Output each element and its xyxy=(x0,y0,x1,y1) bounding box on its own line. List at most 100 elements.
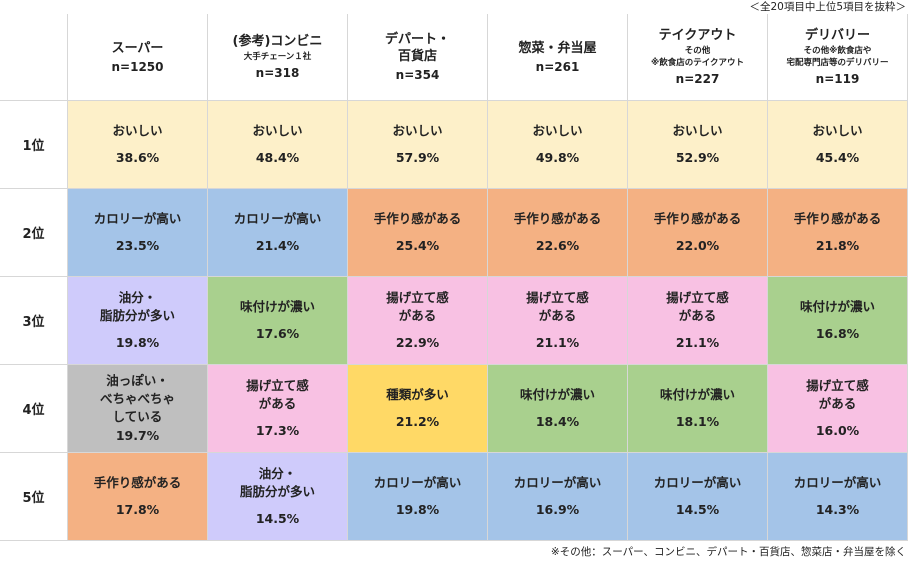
answer-label: カロリーが高い xyxy=(373,475,462,490)
rank-label: 2位 xyxy=(0,189,68,277)
answer-cell: 油っぽい・ べちゃべちゃ している 19.7% xyxy=(68,365,208,453)
answer-percent: 18.1% xyxy=(675,414,720,429)
answer-percent: 19.8% xyxy=(395,502,440,517)
answer-label: おいしい xyxy=(252,123,303,138)
answer-cell: おいしい 52.9% xyxy=(628,101,768,189)
answer-cell: 揚げ立て感 がある 21.1% xyxy=(628,277,768,365)
answer-percent: 21.1% xyxy=(675,335,720,350)
sample-size: n=318 xyxy=(255,66,300,80)
answer-percent: 52.9% xyxy=(675,150,720,165)
answer-percent: 17.8% xyxy=(115,502,160,517)
answer-label: 手作り感がある xyxy=(93,475,182,490)
answer-label: おいしい xyxy=(812,123,863,138)
answer-label: 手作り感がある xyxy=(793,211,882,226)
answer-percent: 14.5% xyxy=(675,502,720,517)
answer-percent: 38.6% xyxy=(115,150,160,165)
answer-percent: 21.1% xyxy=(535,335,580,350)
answer-percent: 21.4% xyxy=(255,238,300,253)
column-note: その他※飲食店や 宅配専門店等のデリバリー xyxy=(786,46,889,68)
rank-label: 5位 xyxy=(0,453,68,541)
answer-cell: 手作り感がある 21.8% xyxy=(768,189,908,277)
sample-size: n=354 xyxy=(395,68,440,82)
answer-percent: 22.9% xyxy=(395,335,440,350)
sample-size: n=261 xyxy=(535,59,580,74)
answer-percent: 22.0% xyxy=(675,238,720,253)
column-header: デパート・ 百貨店 n=354 xyxy=(348,14,488,101)
answer-cell: 油分・ 脂肪分が多い 19.8% xyxy=(68,277,208,365)
sample-size: n=1250 xyxy=(111,59,164,74)
column-name: デパート・ 百貨店 xyxy=(384,32,450,64)
sample-size: n=227 xyxy=(675,72,720,86)
answer-label: 揚げ立て感 がある xyxy=(386,290,449,323)
answer-cell: おいしい 45.4% xyxy=(768,101,908,189)
column-note: 大手チェーン１社 xyxy=(243,52,312,62)
answer-label: 油っぽい・ べちゃべちゃ している xyxy=(99,373,175,424)
answer-percent: 16.9% xyxy=(535,502,580,517)
top-note: ＜全20項目中上位5項目を抜粋＞ xyxy=(749,1,906,13)
answer-cell: カロリーが高い 23.5% xyxy=(68,189,208,277)
answer-label: おいしい xyxy=(532,123,583,138)
answer-label: 揚げ立て感 がある xyxy=(526,290,589,323)
answer-label: 種類が多い xyxy=(386,387,449,402)
answer-cell: 揚げ立て感 がある 17.3% xyxy=(208,365,348,453)
rank-label: 3位 xyxy=(0,277,68,365)
answer-cell: おいしい 48.4% xyxy=(208,101,348,189)
answer-percent: 14.3% xyxy=(815,502,860,517)
answer-percent: 22.6% xyxy=(535,238,580,253)
answer-cell: カロリーが高い 19.8% xyxy=(348,453,488,541)
answer-percent: 17.6% xyxy=(255,326,300,341)
column-name: 惣菜・弁当屋 xyxy=(518,40,597,56)
answer-cell: 味付けが濃い 18.4% xyxy=(488,365,628,453)
answer-cell: おいしい 57.9% xyxy=(348,101,488,189)
column-note: その他 ※飲食店のテイクアウト xyxy=(650,46,745,68)
answer-label: 手作り感がある xyxy=(373,211,462,226)
answer-label: 手作り感がある xyxy=(653,211,742,226)
answer-cell: 揚げ立て感 がある 22.9% xyxy=(348,277,488,365)
answer-cell: 油分・ 脂肪分が多い 14.5% xyxy=(208,453,348,541)
answer-percent: 17.3% xyxy=(255,423,300,438)
answer-cell: おいしい 38.6% xyxy=(68,101,208,189)
answer-cell: 手作り感がある 25.4% xyxy=(348,189,488,277)
answer-label: 揚げ立て感 がある xyxy=(806,378,869,411)
answer-cell: 揚げ立て感 がある 21.1% xyxy=(488,277,628,365)
rank-label: 1位 xyxy=(0,101,68,189)
answer-percent: 45.4% xyxy=(815,150,860,165)
answer-cell: カロリーが高い 14.5% xyxy=(628,453,768,541)
answer-label: 味付けが濃い xyxy=(659,387,735,402)
ranking-table: スーパー n=1250 (参考)コンビニ 大手チェーン１社 n=318 デパート・ 百貨店… xyxy=(0,14,910,541)
footnote: ※その他：スーパー、コンビニ、デパート・百貨店、惣菜店・弁当屋を除く xyxy=(550,546,906,558)
answer-label: カロリーが高い xyxy=(233,211,322,226)
answer-percent: 48.4% xyxy=(255,150,300,165)
answer-cell: 味付けが濃い 17.6% xyxy=(208,277,348,365)
column-header: デリバリー その他※飲食店や 宅配専門店等のデリバリー n=119 xyxy=(768,14,908,101)
column-name: テイクアウト xyxy=(658,28,737,43)
answer-percent: 14.5% xyxy=(255,511,300,526)
answer-cell: 味付けが濃い 18.1% xyxy=(628,365,768,453)
answer-cell: 手作り感がある 17.8% xyxy=(68,453,208,541)
answer-percent: 57.9% xyxy=(395,150,440,165)
answer-label: カロリーが高い xyxy=(653,475,742,490)
column-header: スーパー n=1250 xyxy=(68,14,208,101)
answer-percent: 49.8% xyxy=(535,150,580,165)
sample-size: n=119 xyxy=(815,72,860,86)
answer-label: カロリーが高い xyxy=(93,211,182,226)
answer-label: おいしい xyxy=(112,123,163,138)
answer-percent: 23.5% xyxy=(115,238,160,253)
answer-label: 味付けが濃い xyxy=(519,387,595,402)
answer-percent: 16.8% xyxy=(815,326,860,341)
answer-label: 油分・ 脂肪分が多い xyxy=(239,466,315,499)
answer-label: 揚げ立て感 がある xyxy=(666,290,729,323)
answer-percent: 18.4% xyxy=(535,414,580,429)
answer-cell: 手作り感がある 22.6% xyxy=(488,189,628,277)
answer-cell: 揚げ立て感 がある 16.0% xyxy=(768,365,908,453)
column-header: 惣菜・弁当屋 n=261 xyxy=(488,14,628,101)
answer-cell: 種類が多い 21.2% xyxy=(348,365,488,453)
answer-cell: 味付けが濃い 16.8% xyxy=(768,277,908,365)
column-header: (参考)コンビニ 大手チェーン１社 n=318 xyxy=(208,14,348,101)
answer-label: 手作り感がある xyxy=(513,211,602,226)
answer-percent: 21.2% xyxy=(395,414,440,429)
answer-percent: 21.8% xyxy=(815,238,860,253)
answer-label: おいしい xyxy=(672,123,723,138)
column-header: テイクアウトその他 ※飲食店のテイクアウト n=227 xyxy=(628,14,768,101)
answer-label: カロリーが高い xyxy=(793,475,882,490)
